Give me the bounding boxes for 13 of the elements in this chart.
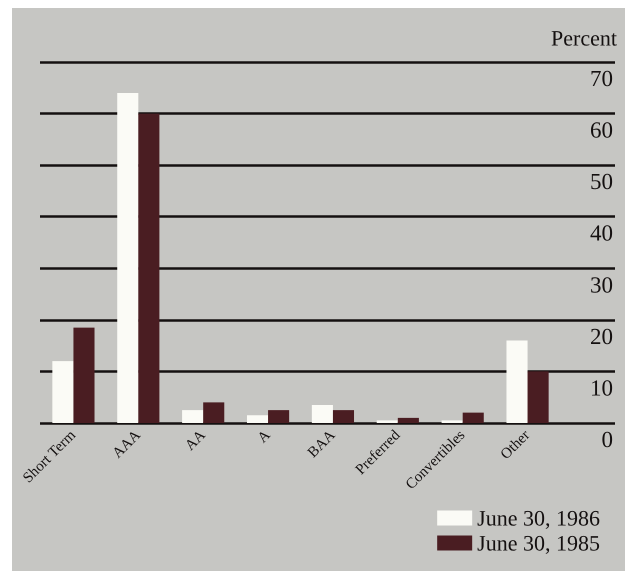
y-tick-label: 20 xyxy=(590,324,613,349)
x-tick-label: AA xyxy=(182,427,209,454)
legend-label: June 30, 1985 xyxy=(477,530,600,556)
y-tick-label: 50 xyxy=(590,169,613,194)
y-axis-title: Percent xyxy=(551,26,617,50)
y-tick-label: 0 xyxy=(602,427,613,452)
legend-label: June 30, 1986 xyxy=(477,506,600,530)
y-tick-label: 40 xyxy=(590,220,613,246)
y-tick-label: 10 xyxy=(590,375,613,400)
y-tick-label: 30 xyxy=(590,272,613,298)
x-tick-label: A xyxy=(254,427,274,446)
y-tick-label: 70 xyxy=(590,66,613,91)
y-tick-label: 60 xyxy=(590,118,613,143)
